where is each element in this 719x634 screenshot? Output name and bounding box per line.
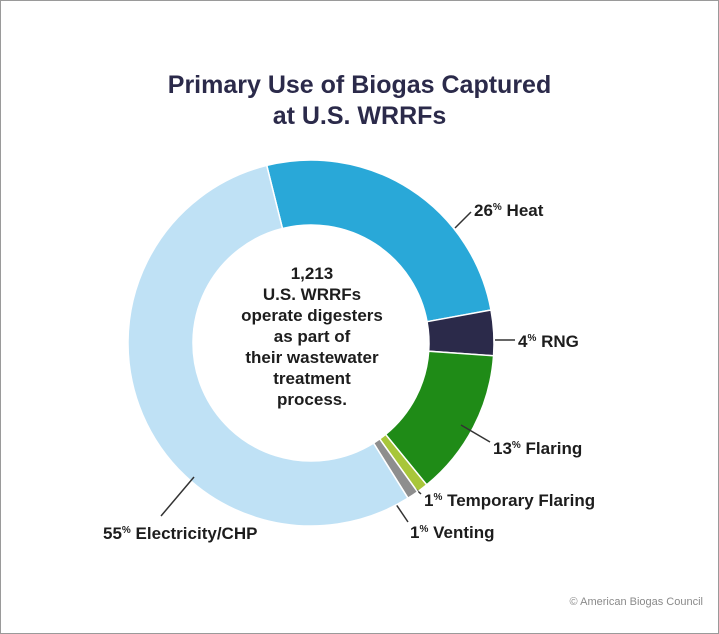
chart-title: Primary Use of Biogas Captured at U.S. W…	[0, 70, 719, 132]
label-value-heat: 26	[474, 201, 493, 220]
label-value-rng: 4	[518, 332, 528, 351]
label-value-electricity-chp: 55	[103, 524, 122, 543]
label-name-flaring: Flaring	[521, 439, 582, 458]
chart-title-line-2: at U.S. WRRFs	[272, 102, 447, 130]
center-line-3: operate digesters	[241, 306, 383, 325]
center-line-2: U.S. WRRFs	[262, 285, 362, 304]
label-percent-sign: %	[419, 524, 428, 535]
label-flaring: 13% Flaring	[493, 439, 582, 458]
label-venting: 1% Venting	[410, 523, 495, 542]
label-electricity-chp: 55% Electricity/CHP	[103, 524, 257, 543]
label-percent-sign: %	[527, 333, 536, 344]
center-line-4: as part of	[273, 327, 351, 346]
label-percent-sign: %	[122, 525, 131, 536]
label-rng: 4% RNG	[518, 332, 579, 351]
leader-line-electricity-chp	[160, 476, 195, 517]
label-percent-sign: %	[433, 492, 442, 503]
credit-text: © American Biogas Council	[569, 596, 703, 608]
leader-line-heat	[454, 211, 472, 229]
label-temporary-flaring: 1% Temporary Flaring	[424, 491, 595, 510]
label-name-temporary-flaring: Temporary Flaring	[442, 491, 595, 510]
label-name-heat: Heat	[502, 201, 544, 220]
slice-electricity-chp	[127, 164, 410, 527]
label-name-rng: RNG	[536, 332, 579, 351]
slice-heat	[265, 159, 492, 323]
label-percent-sign: %	[493, 202, 502, 213]
label-percent-sign: %	[512, 440, 521, 451]
label-value-flaring: 13	[493, 439, 512, 458]
center-line-7: process.	[277, 390, 347, 409]
label-heat: 26% Heat	[474, 201, 544, 220]
label-name-electricity-chp: Electricity/CHP	[131, 524, 258, 543]
label-name-venting: Venting	[428, 523, 494, 542]
label-value-venting: 1	[410, 523, 419, 542]
label-value-temporary-flaring: 1	[424, 491, 433, 510]
center-annotation: 1,213 U.S. WRRFs operate digesters as pa…	[212, 263, 412, 410]
center-line-1: 1,213	[290, 264, 334, 283]
center-line-6: treatment	[273, 369, 351, 388]
leader-line-flaring	[460, 424, 491, 443]
chart-title-line-1: Primary Use of Biogas Captured	[167, 71, 552, 99]
center-line-5: their wastewater	[245, 348, 379, 367]
